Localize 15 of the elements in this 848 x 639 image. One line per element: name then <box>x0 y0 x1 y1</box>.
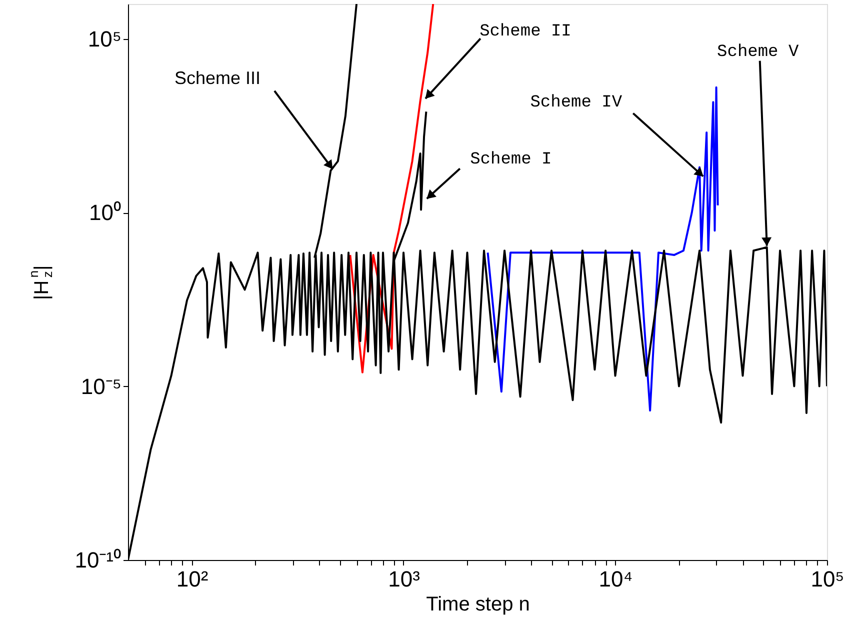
y-tick-label: 10⁻⁵ <box>80 374 122 399</box>
x-tick-label: 10³ <box>388 566 420 592</box>
y-tick-label: 10⁵ <box>88 26 122 52</box>
annotation: Scheme V <box>717 42 800 62</box>
annotation: Scheme IV <box>530 93 623 112</box>
y-tick-label: 10⁻¹⁰ <box>74 548 122 572</box>
y-axis-title: |Hzn| <box>26 265 55 300</box>
y-tick-label: 10⁰ <box>89 200 122 225</box>
x-tick-label: 10⁵ <box>810 566 844 592</box>
x-axis-title: Time step n <box>426 594 530 616</box>
annotation: Scheme III <box>174 68 261 88</box>
annotation: Scheme I <box>470 150 552 170</box>
x-tick-label: 10² <box>176 566 208 592</box>
x-tick-label: 10⁴ <box>598 566 633 592</box>
annotation: Scheme II <box>480 22 572 42</box>
